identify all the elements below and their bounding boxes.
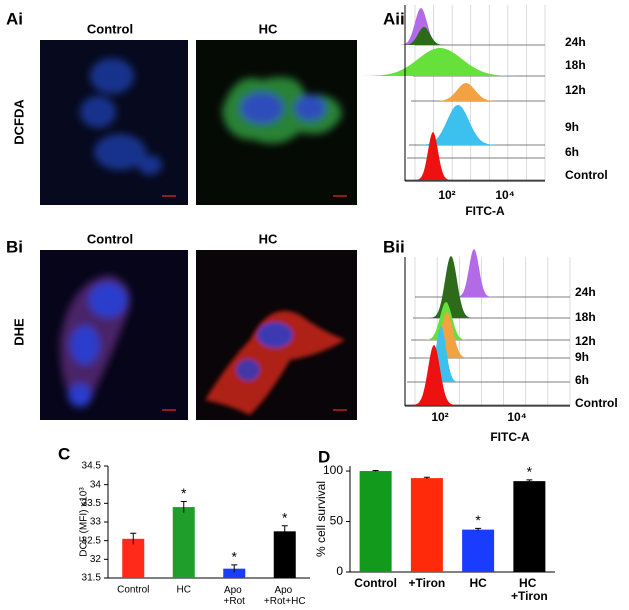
bar bbox=[122, 538, 145, 578]
micrograph bbox=[40, 40, 188, 205]
bar bbox=[513, 481, 546, 572]
error-bar bbox=[180, 500, 187, 513]
y-tick-label: 32 bbox=[90, 554, 102, 565]
x-tick-label: Control bbox=[354, 576, 397, 590]
series-label: 6h bbox=[565, 145, 579, 159]
x-tick-label: Apo +Rot bbox=[224, 585, 246, 605]
y-tick-label: 32.5 bbox=[82, 535, 102, 546]
error-bar bbox=[130, 532, 137, 545]
peak bbox=[410, 345, 458, 405]
column-title: HC bbox=[259, 21, 278, 36]
bar bbox=[359, 471, 392, 572]
stain-label: DHE bbox=[11, 318, 26, 346]
error-bar bbox=[372, 470, 379, 472]
y-axis-label: % cell survival bbox=[314, 481, 328, 557]
column-title: Control bbox=[87, 231, 133, 246]
x-tick-label: 10⁴ bbox=[495, 188, 514, 202]
panel-label: Ai bbox=[6, 9, 23, 28]
peak bbox=[427, 256, 475, 318]
x-tick-label: HC bbox=[177, 585, 191, 596]
panel-label: Bi bbox=[6, 237, 23, 256]
significance-marker: * bbox=[232, 549, 238, 565]
y-tick-label: 100 bbox=[323, 463, 343, 477]
stain-label: DCFDA bbox=[11, 99, 26, 145]
x-tick-label: +Tiron bbox=[408, 576, 445, 590]
flow-histogram: 24h 18h 12h 9h 6h Control 10² 10⁴ FITC-A bbox=[352, 5, 608, 218]
series-label: 18h bbox=[575, 310, 596, 324]
peak bbox=[423, 312, 471, 358]
series-label: 9h bbox=[575, 350, 589, 364]
micrograph bbox=[40, 250, 188, 420]
bar bbox=[223, 568, 246, 578]
y-tick-label: 33 bbox=[90, 517, 102, 528]
peak bbox=[414, 105, 502, 145]
error-bar bbox=[475, 527, 482, 531]
series-label: 12h bbox=[565, 83, 586, 97]
bar bbox=[172, 507, 195, 578]
y-tick-label: 50 bbox=[330, 514, 344, 528]
series-label: Control bbox=[575, 396, 618, 410]
bar bbox=[410, 478, 443, 572]
significance-marker: * bbox=[527, 464, 533, 480]
error-bar bbox=[281, 525, 288, 537]
peak bbox=[400, 27, 448, 45]
error-bar bbox=[231, 564, 238, 573]
peak bbox=[352, 48, 528, 76]
series-label: Control bbox=[565, 168, 608, 182]
x-tick-label: Control bbox=[117, 585, 149, 596]
series-label: 24h bbox=[565, 35, 586, 49]
x-axis-label: FITC-A bbox=[490, 430, 530, 444]
significance-marker: * bbox=[475, 512, 481, 528]
bar bbox=[462, 529, 495, 572]
x-tick-label: HC bbox=[469, 576, 487, 590]
y-tick-label: 31.5 bbox=[82, 573, 102, 584]
panel-label: Aii bbox=[383, 9, 405, 28]
series-label: 9h bbox=[565, 120, 579, 134]
y-tick-label: 0 bbox=[336, 564, 343, 578]
significance-marker: * bbox=[282, 509, 288, 525]
y-tick-label: 34.5 bbox=[82, 461, 102, 472]
series-label: 24h bbox=[575, 285, 596, 299]
y-tick-label: 33.5 bbox=[82, 498, 102, 509]
micrograph bbox=[196, 40, 357, 205]
x-tick-label: Apo +Rot+HC bbox=[264, 585, 306, 605]
peak bbox=[413, 132, 453, 180]
x-tick-label: 10² bbox=[431, 410, 448, 424]
x-tick-label: HC +Tiron bbox=[511, 576, 548, 603]
peak bbox=[430, 83, 502, 101]
peak bbox=[421, 326, 461, 382]
error-bar bbox=[423, 476, 430, 479]
series-label: 6h bbox=[575, 373, 589, 387]
panel-label: Bii bbox=[383, 237, 405, 256]
x-axis-label: FITC-A bbox=[465, 204, 505, 218]
y-axis-label: DCF (MFI) x10³ bbox=[79, 487, 90, 557]
panel-label: C bbox=[58, 444, 70, 463]
series-label: 12h bbox=[575, 334, 596, 348]
column-title: HC bbox=[259, 231, 278, 246]
peak bbox=[397, 8, 445, 45]
x-tick-label: 10⁴ bbox=[507, 410, 526, 424]
charts: C DCF (MFI) x10³ 31.5 32 32.5 33 33.5 34 34.5 Con… bbox=[58, 444, 555, 607]
error-bar bbox=[526, 479, 533, 483]
flow-histogram: 24h 18h 12h 9h 6h Control 10² 10⁴ FITC-A bbox=[404, 249, 618, 444]
panel-label: D bbox=[318, 447, 330, 466]
series-label: 18h bbox=[565, 58, 586, 72]
bar bbox=[273, 531, 296, 578]
peak bbox=[454, 249, 494, 297]
x-tick-label: 10² bbox=[438, 188, 455, 202]
y-tick-label: 34 bbox=[90, 479, 102, 490]
micrograph bbox=[196, 250, 357, 420]
column-title: Control bbox=[87, 21, 133, 36]
significance-marker: * bbox=[181, 485, 187, 501]
